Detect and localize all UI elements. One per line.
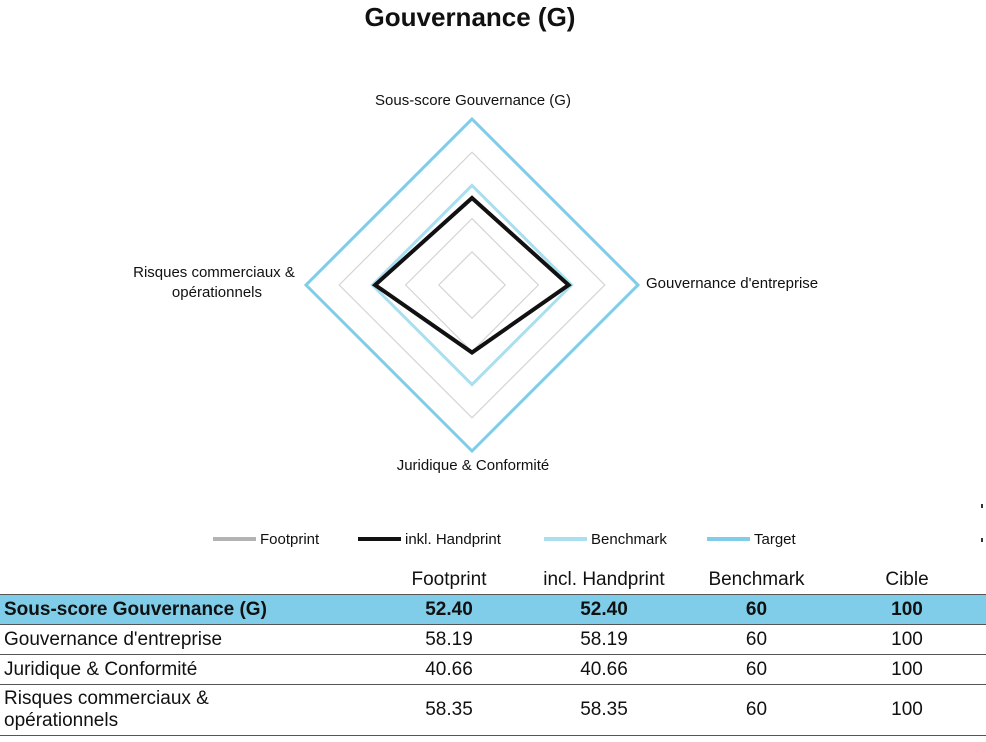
table-row: Gouvernance d'entreprise 58.19 58.19 60 …	[0, 624, 986, 655]
table-header-benchmark: Benchmark	[708, 569, 805, 590]
cell-benchmark: 60	[685, 654, 828, 685]
legend-label-footprint: Footprint	[260, 531, 320, 548]
legend: Footprint inkl. Handprint Benchmark Targ…	[213, 531, 797, 548]
table-header-footprint: Footprint	[411, 569, 487, 590]
cell-handprint: 58.19	[523, 624, 685, 655]
axis-label-left-line2: opérationnels	[172, 284, 262, 301]
table-row: Juridique & Conformité 40.66 40.66 60 10…	[0, 654, 986, 685]
cell-handprint: 58.35	[523, 684, 685, 736]
cell-footprint: 58.35	[375, 684, 523, 736]
grid-ring-80	[338, 151, 606, 419]
table-row: Sous-score Gouvernance (G) 52.40 52.40 6…	[0, 594, 986, 625]
cell-cible: 100	[828, 654, 986, 685]
cell-benchmark: 60	[685, 624, 828, 655]
radar-series	[303, 116, 641, 454]
axis-label-left-line1: Risques commerciaux &	[133, 264, 295, 281]
cell-footprint: 52.40	[375, 594, 523, 625]
table-header-row: Footprint incl. Handprint Benchmark Cibl…	[0, 566, 986, 595]
row-label: Gouvernance d'entreprise	[0, 624, 375, 655]
cell-handprint: 52.40	[523, 594, 685, 625]
cell-cible: 100	[828, 684, 986, 736]
radar-chart: Sous-score Gouvernance (G) Gouvernance d…	[133, 92, 818, 548]
cell-benchmark: 60	[685, 594, 828, 625]
cell-footprint: 58.19	[375, 624, 523, 655]
cell-handprint: 40.66	[523, 654, 685, 685]
legend-label-benchmark: Benchmark	[591, 531, 667, 548]
corner-mark-2	[981, 538, 983, 542]
row-label: Juridique & Conformité	[0, 654, 375, 685]
corner-mark-1	[981, 504, 983, 508]
axis-label-right: Gouvernance d'entreprise	[646, 275, 818, 292]
table-row: Risques commerciaux & opérationnels 58.3…	[0, 684, 986, 736]
cell-cible: 100	[828, 594, 986, 625]
row-label: Risques commerciaux & opérationnels	[0, 684, 375, 736]
data-table: Footprint incl. Handprint Benchmark Cibl…	[0, 566, 986, 736]
axis-label-bottom: Juridique & Conformité	[397, 457, 550, 474]
axis-label-top: Sous-score Gouvernance (G)	[375, 92, 571, 109]
series-benchmark	[370, 183, 574, 387]
row-label: Sous-score Gouvernance (G)	[0, 594, 375, 625]
series-footprint	[372, 195, 572, 355]
cell-benchmark: 60	[685, 684, 828, 736]
series-inkl-handprint	[371, 195, 572, 355]
table-header-empty	[0, 566, 375, 595]
grid-ring-20	[437, 250, 507, 320]
series-target	[303, 116, 641, 454]
axis-label-left: Risques commerciaux & opérationnels	[133, 264, 299, 301]
legend-label-handprint: inkl. Handprint	[405, 531, 502, 548]
grid-ring-100	[305, 118, 639, 452]
chart-title: Gouvernance (G)	[364, 2, 576, 32]
cell-cible: 100	[828, 624, 986, 655]
legend-label-target: Target	[754, 531, 797, 548]
table-header-cible: Cible	[885, 569, 929, 590]
cell-footprint: 40.66	[375, 654, 523, 685]
radar-grid	[305, 118, 639, 452]
table-header-handprint: incl. Handprint	[543, 569, 665, 590]
